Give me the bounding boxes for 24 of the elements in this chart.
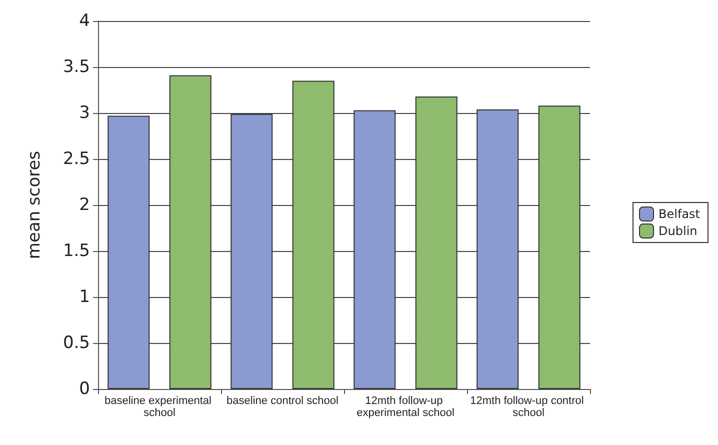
y-tick-label: 3.5 [62, 57, 90, 77]
legend-label: Belfast [658, 207, 700, 221]
x-tick-label: baseline experimental school [104, 395, 215, 419]
bar [230, 114, 273, 389]
bar [108, 116, 150, 389]
y-tick-label: 3 [79, 103, 90, 123]
x-tick-label: 12mth follow-up control school [470, 395, 587, 419]
y-tick-label: 0 [79, 379, 90, 399]
bar [538, 106, 580, 389]
y-tick-label: 2 [79, 195, 90, 215]
y-tick-label: 1 [79, 287, 90, 307]
legend-label: Dublin [658, 224, 698, 238]
bar [415, 96, 458, 389]
bar [354, 110, 396, 389]
y-tick-label: 2.5 [62, 149, 90, 169]
y-tick-label: 1.5 [62, 241, 90, 261]
bar [169, 75, 212, 389]
y-tick-label: 0.5 [62, 333, 90, 353]
y-axis-title: mean scores [24, 150, 44, 260]
x-tick-label: baseline control school [226, 395, 338, 407]
y-tick-label: 4 [79, 11, 90, 31]
x-tick-label: 12mth follow-up experimental school [356, 395, 454, 419]
bar [292, 80, 334, 389]
bar [476, 109, 519, 389]
